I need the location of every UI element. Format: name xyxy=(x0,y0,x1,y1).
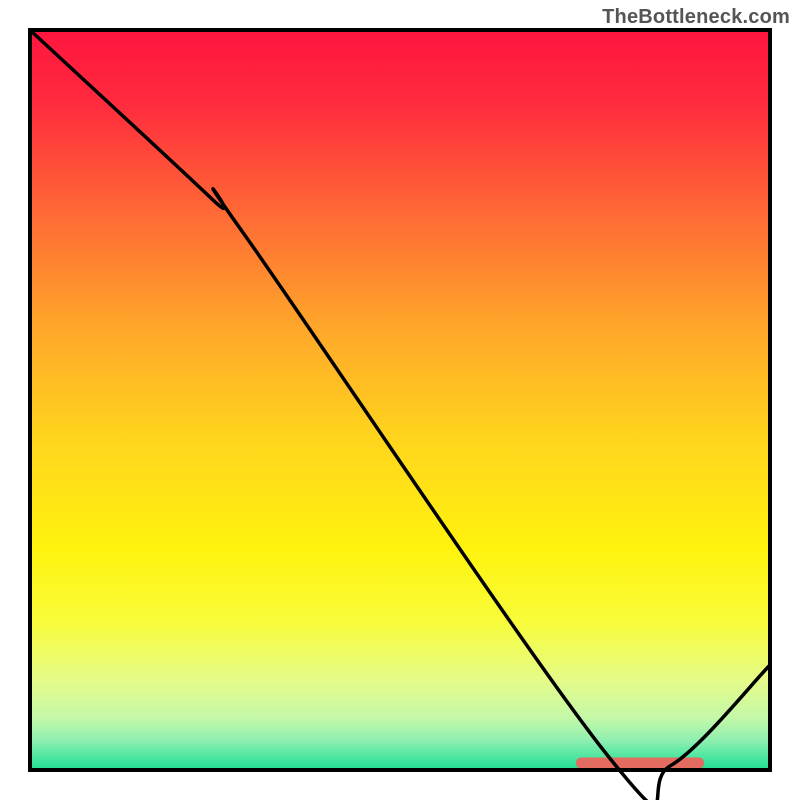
watermark-text: TheBottleneck.com xyxy=(602,6,790,29)
optimal-range-marker xyxy=(576,758,704,769)
chart-background xyxy=(30,30,770,770)
